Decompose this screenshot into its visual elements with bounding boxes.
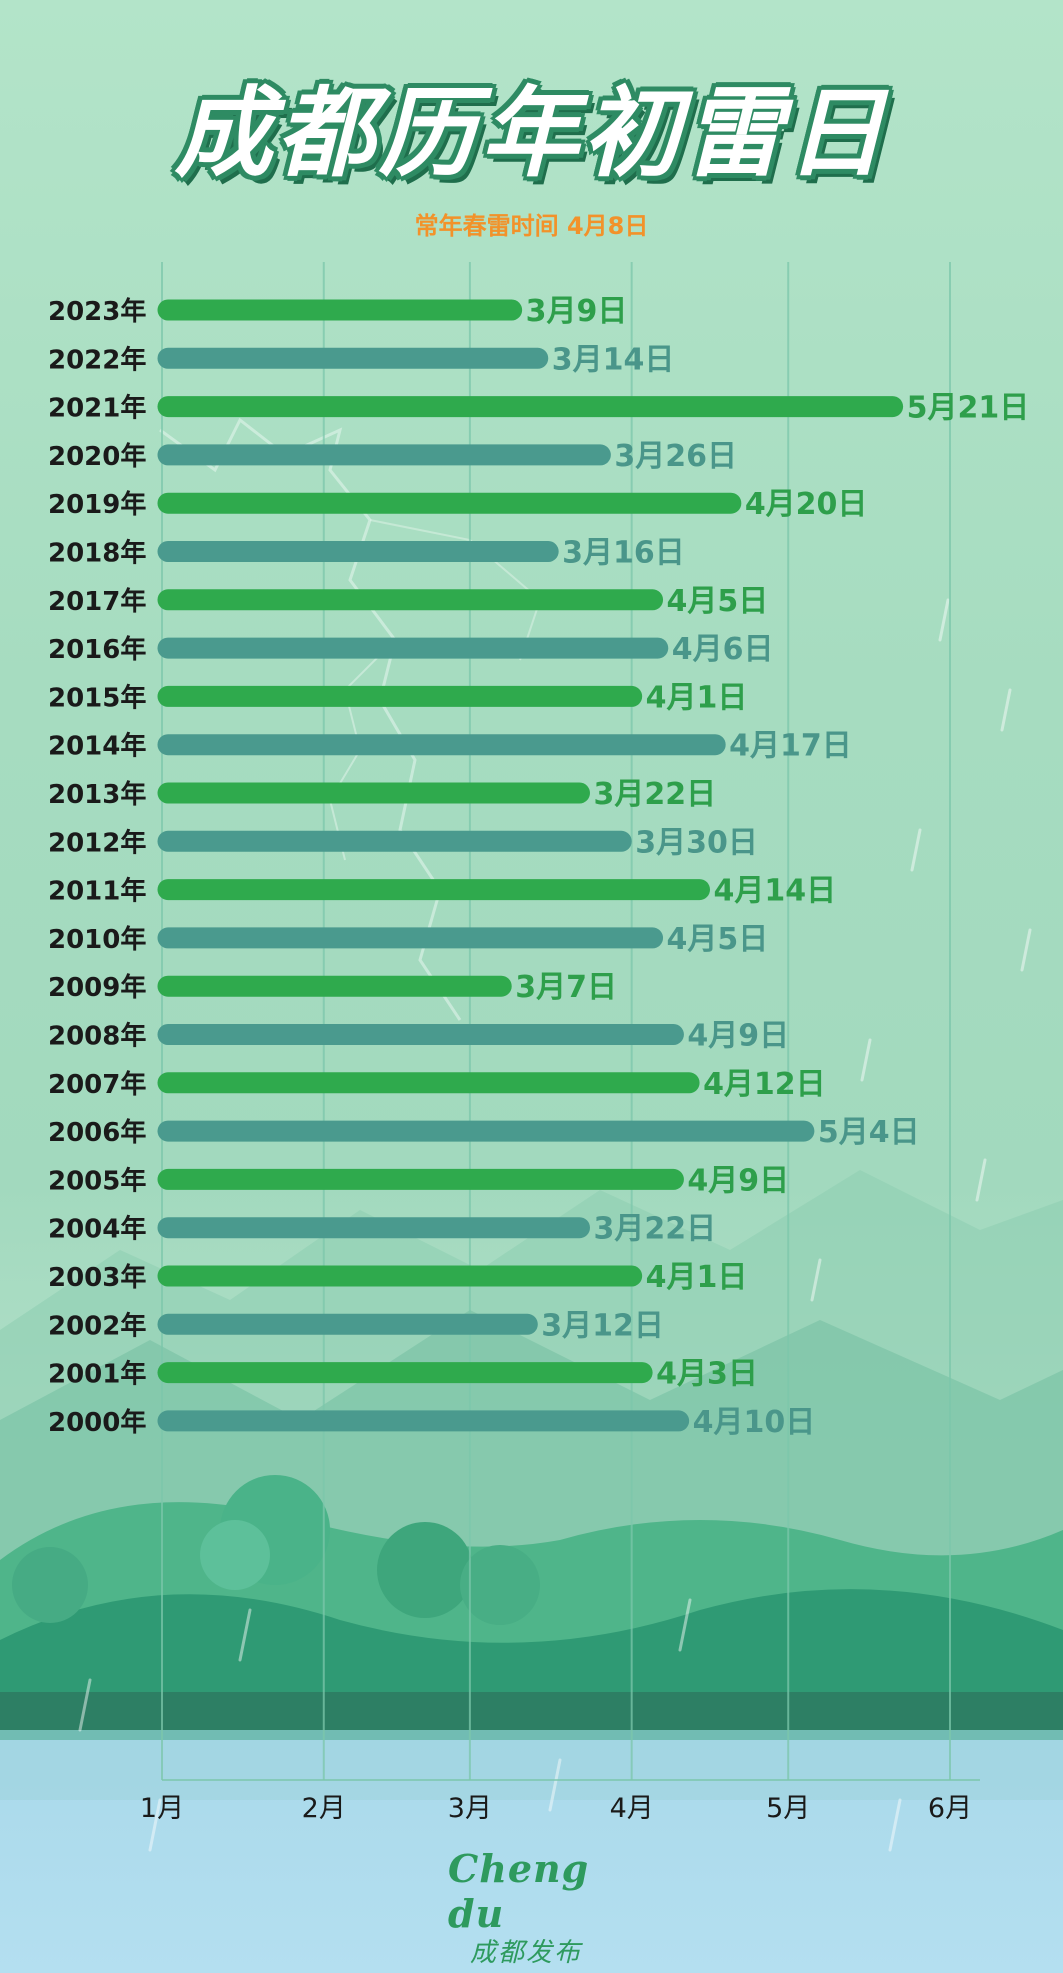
- data-label: 3月22日: [593, 1212, 716, 1247]
- tree: [460, 1545, 540, 1625]
- year-label: 2000年: [48, 1407, 146, 1438]
- year-label: 2017年: [48, 586, 146, 617]
- data-label: 4月1日: [646, 1260, 748, 1295]
- year-label: 2005年: [48, 1165, 146, 1196]
- year-label: 2021年: [48, 393, 146, 424]
- data-label: 3月9日: [526, 294, 628, 329]
- year-label: 2014年: [48, 731, 146, 762]
- logo-text-en: Cheng du: [448, 1846, 590, 1936]
- year-label: 2012年: [48, 827, 146, 858]
- year-label: 2022年: [48, 344, 146, 375]
- year-label: 2015年: [48, 682, 146, 713]
- lightning-bolt: [159, 417, 462, 1021]
- data-label: 3月26日: [614, 439, 737, 474]
- year-label: 2009年: [48, 972, 146, 1003]
- year-label: 2013年: [48, 779, 146, 810]
- data-label: 4月5日: [667, 922, 769, 957]
- year-label: 2010年: [48, 924, 146, 955]
- x-tick-label: 6月: [928, 1793, 972, 1824]
- tree: [12, 1547, 88, 1623]
- data-label: 4月14日: [714, 874, 837, 909]
- data-label: 4月17日: [729, 729, 852, 764]
- year-label: 2018年: [48, 538, 146, 569]
- x-tick-label: 3月: [448, 1793, 492, 1824]
- data-label: 3月12日: [541, 1308, 664, 1343]
- year-label: 2019年: [48, 489, 146, 520]
- data-label: 3月30日: [635, 825, 758, 860]
- chart-subtitle: 常年春雷时间 4月8日: [414, 212, 649, 240]
- year-label: 2006年: [48, 1117, 146, 1148]
- data-label: 5月21日: [907, 391, 1030, 426]
- year-label: 2001年: [48, 1359, 146, 1390]
- x-tick-label: 1月: [140, 1793, 184, 1824]
- year-label: 2007年: [48, 1069, 146, 1100]
- year-label: 2023年: [48, 296, 146, 327]
- data-label: 4月12日: [703, 1067, 826, 1102]
- x-tick-label: 4月: [610, 1793, 654, 1824]
- tree: [200, 1520, 270, 1590]
- year-label: 2020年: [48, 441, 146, 472]
- year-label: 2008年: [48, 1021, 146, 1052]
- chart-title: 成都历年初雷日: [174, 77, 889, 191]
- rain-streaks: [78, 598, 1032, 1852]
- data-label: 4月9日: [687, 1163, 789, 1198]
- data-label: 3月7日: [515, 970, 617, 1005]
- data-label: 4月3日: [656, 1357, 758, 1392]
- year-label: 2002年: [48, 1310, 146, 1341]
- year-label: 2016年: [48, 634, 146, 665]
- data-label: 4月20日: [745, 487, 868, 522]
- lightning-bolt: [369, 519, 542, 661]
- data-label: 3月14日: [552, 342, 675, 377]
- x-tick-label: 2月: [302, 1793, 346, 1824]
- data-label: 4月1日: [646, 680, 748, 715]
- shoreline: [0, 1692, 1063, 1730]
- data-label: 4月5日: [667, 584, 769, 619]
- tree: [377, 1522, 473, 1618]
- data-label: 5月4日: [818, 1115, 920, 1150]
- water-reflection: [0, 1730, 1063, 1800]
- year-label: 2011年: [48, 876, 146, 907]
- x-tick-label: 5月: [766, 1793, 810, 1824]
- data-label: 4月6日: [672, 632, 774, 667]
- logo-text-cn: 成都发布: [470, 1938, 583, 1968]
- year-label: 2003年: [48, 1262, 146, 1293]
- data-label: 3月16日: [562, 536, 685, 571]
- data-label: 4月10日: [693, 1405, 816, 1440]
- data-label: 4月9日: [687, 1019, 789, 1054]
- data-label: 3月22日: [593, 777, 716, 812]
- chengdu-release-logo: Cheng du 成都发布: [448, 1846, 628, 1969]
- year-label: 2004年: [48, 1214, 146, 1245]
